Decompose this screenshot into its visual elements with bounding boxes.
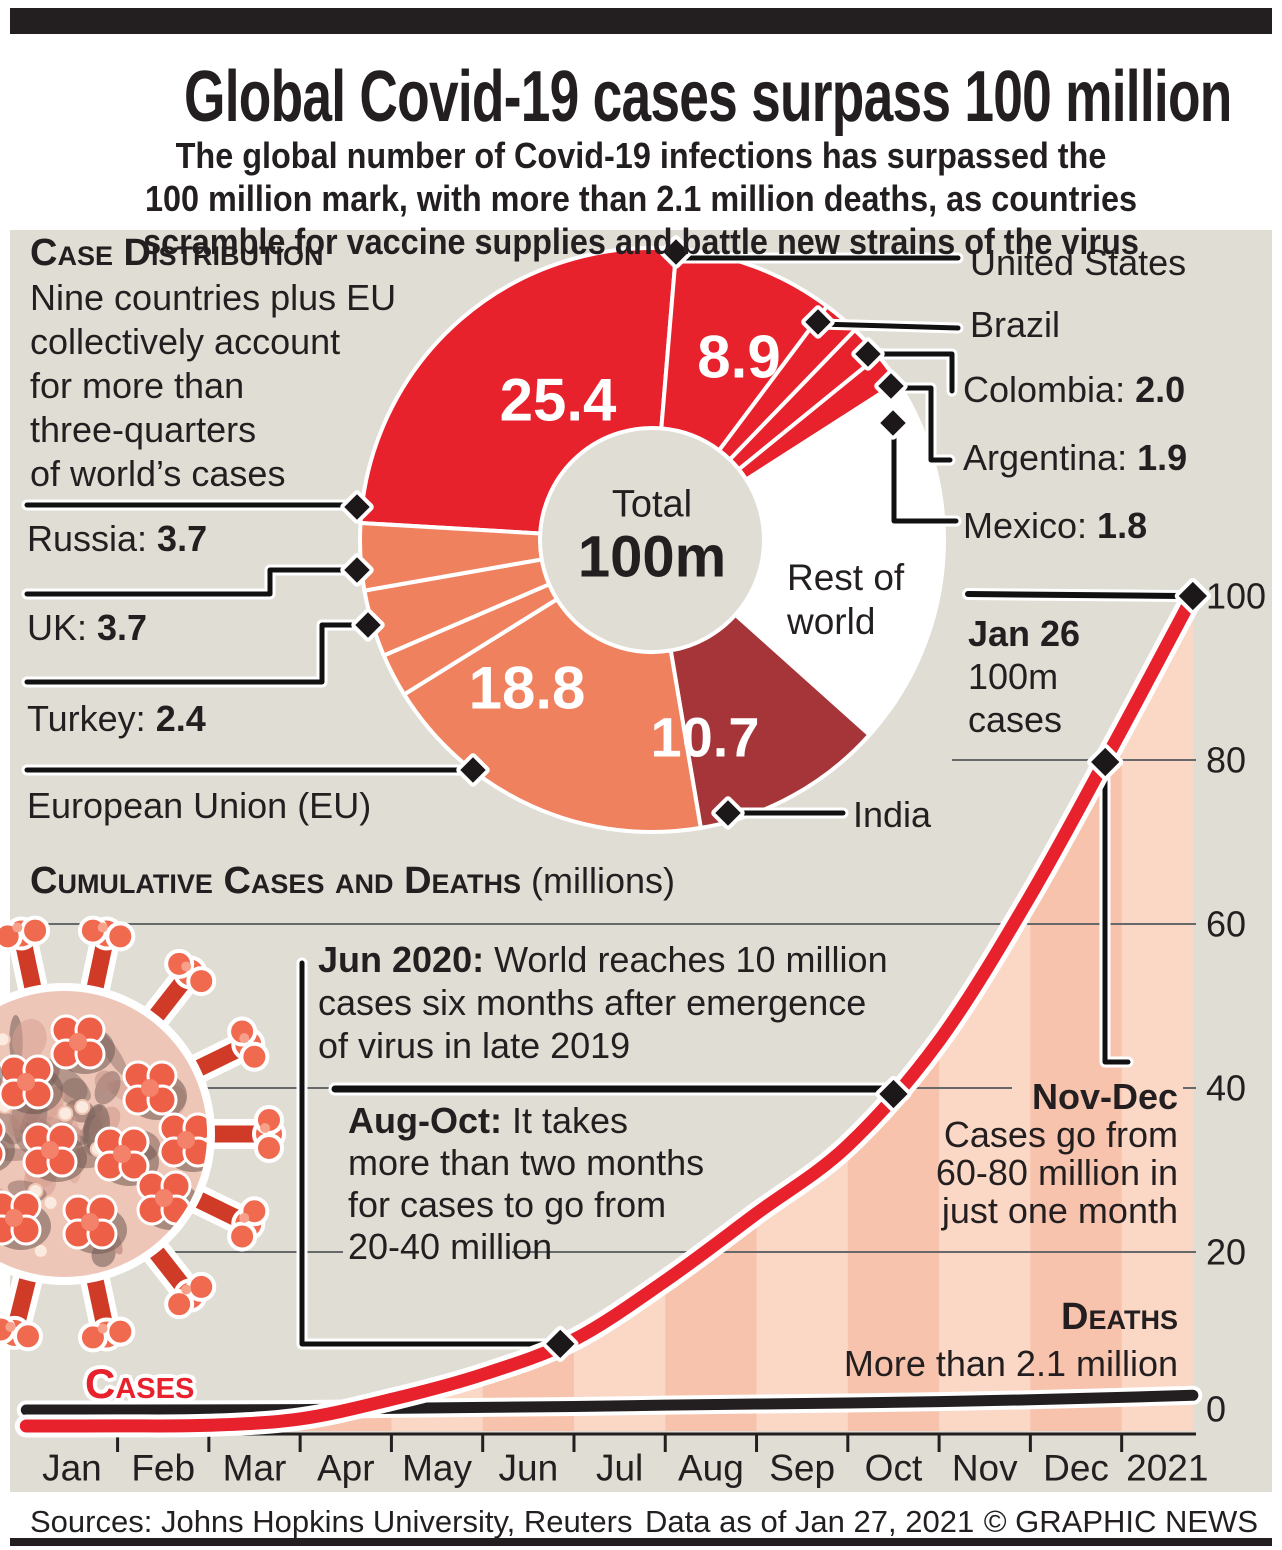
pie-slice-india xyxy=(668,612,872,830)
section-heading-case-distribution: Case Distribution xyxy=(30,232,324,274)
x-axis-label: Jun xyxy=(499,1448,559,1489)
callout-label-brazil: Brazil xyxy=(970,304,1061,345)
section-heading-cumulative: Cumulative Cases and Deaths (millions) xyxy=(30,860,676,902)
footer-sources: Sources: Johns Hopkins University, Reute… xyxy=(30,1504,633,1539)
callout-label-uk: UK: 3.7 xyxy=(27,607,148,648)
x-axis-label: Mar xyxy=(223,1448,287,1489)
x-axis-label: 2021 xyxy=(1126,1448,1208,1489)
annotation-aug-oct: Aug-Oct: It takes more than two months f… xyxy=(348,1100,705,1267)
y-axis-label: 40 xyxy=(1206,1068,1246,1109)
subtitle-line: 100 million mark, with more than 2.1 mil… xyxy=(144,178,1138,219)
y-axis-label: 100 xyxy=(1206,576,1266,617)
subtitle-line: scramble for vaccine supplies and battle… xyxy=(143,221,1139,262)
callout-label-russia: Russia: 3.7 xyxy=(27,518,208,559)
y-axis-label: 0 xyxy=(1206,1389,1226,1430)
intro-line: collectively account xyxy=(30,321,341,362)
annotation-jun-2020: Jun 2020: World reaches 10 million cases… xyxy=(318,939,888,1066)
callout-label-colombia: Colombia: 2.0 xyxy=(963,369,1186,410)
x-axis-label: Apr xyxy=(317,1448,375,1489)
x-axis-label: Nov xyxy=(952,1448,1018,1489)
y-axis-label: 60 xyxy=(1206,904,1246,945)
pie-value-us: 25.4 xyxy=(499,366,617,434)
x-axis-label: Dec xyxy=(1043,1448,1109,1489)
y-axis-label: 80 xyxy=(1206,740,1246,781)
cases-line xyxy=(19,589,1200,1433)
pie-label-rest-of-world: Rest of world xyxy=(787,557,905,642)
subtitle-line: The global number of Covid-19 infections… xyxy=(175,135,1107,176)
pie-value-brazil: 8.9 xyxy=(697,323,781,391)
callout-label-eu: European Union (EU) xyxy=(27,785,372,826)
x-axis-label: Sep xyxy=(769,1448,835,1489)
annotation-jan-26: Jan 26 100m cases xyxy=(968,613,1081,740)
callout-label-united-states: United States xyxy=(970,242,1187,283)
page-subtitle: The global number of Covid-19 infections… xyxy=(0,134,1282,263)
intro-line: for more than xyxy=(30,365,245,406)
intro-line: Nine countries plus EU xyxy=(30,277,397,318)
annotation-deaths: Deaths More than 2.1 million xyxy=(843,1296,1178,1384)
pie-center-total-label: Total xyxy=(611,483,693,526)
bottom-bar xyxy=(10,1538,1272,1546)
x-axis-label: Jul xyxy=(596,1448,643,1489)
pie-value-eu: 18.8 xyxy=(468,654,586,722)
coronavirus-icon xyxy=(0,915,286,1353)
x-axis-label: May xyxy=(402,1448,472,1489)
pie-slice-united-states xyxy=(358,246,679,536)
top-bar xyxy=(10,8,1272,34)
footer-credit: © GRAPHIC NEWS xyxy=(983,1504,1258,1539)
callout-label-mexico: Mexico: 1.8 xyxy=(963,505,1148,546)
callout-label-india: India xyxy=(853,794,932,835)
pie-value-india: 10.7 xyxy=(650,705,760,769)
case-distribution-pie xyxy=(21,235,964,834)
y-axis-label: 20 xyxy=(1206,1232,1246,1273)
case-distribution-intro: Nine countries plus EU collectively acco… xyxy=(30,276,396,496)
cases-line-label: Cases xyxy=(85,1360,195,1407)
page-title: Global Covid-19 cases surpass 100 millio… xyxy=(184,57,1232,137)
x-axis-label: Oct xyxy=(865,1448,923,1489)
pie-center-total-value: 100m xyxy=(577,524,727,590)
callout-label-argentina: Argentina: 1.9 xyxy=(963,437,1188,478)
intro-line: of world’s cases xyxy=(30,453,286,494)
x-axis-label: Aug xyxy=(678,1448,744,1489)
intro-line: three-quarters xyxy=(30,409,257,450)
callout-label-turkey: Turkey: 2.4 xyxy=(27,698,206,739)
x-axis-label: Feb xyxy=(131,1448,195,1489)
footer-data-note: Data as of Jan 27, 2021 xyxy=(645,1504,975,1539)
annotation-nov-dec: Nov-Dec Cases go from 60-80 million in j… xyxy=(935,1076,1178,1231)
x-axis-label: Jan xyxy=(42,1448,102,1489)
